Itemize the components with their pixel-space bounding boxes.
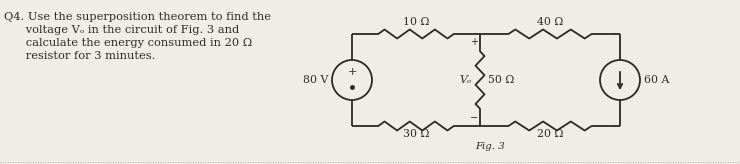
Text: 80 V: 80 V (303, 75, 328, 85)
Text: Fig. 3: Fig. 3 (475, 142, 505, 151)
Text: Q4. Use the superposition theorem to find the: Q4. Use the superposition theorem to fin… (4, 12, 271, 22)
Text: 60 A: 60 A (644, 75, 670, 85)
Text: 50 Ω: 50 Ω (488, 75, 514, 85)
Text: Vₒ: Vₒ (460, 75, 472, 85)
Text: −: − (470, 113, 478, 123)
Text: calculate the energy consumed in 20 Ω: calculate the energy consumed in 20 Ω (4, 38, 252, 48)
Text: 10 Ω: 10 Ω (403, 17, 429, 27)
Text: +: + (470, 37, 478, 47)
Text: 20 Ω: 20 Ω (536, 129, 563, 139)
Text: 30 Ω: 30 Ω (403, 129, 429, 139)
Text: 40 Ω: 40 Ω (537, 17, 563, 27)
Text: resistor for 3 minutes.: resistor for 3 minutes. (4, 51, 155, 61)
Text: voltage Vₒ in the circuit of Fig. 3 and: voltage Vₒ in the circuit of Fig. 3 and (4, 25, 239, 35)
Text: +: + (347, 67, 357, 77)
